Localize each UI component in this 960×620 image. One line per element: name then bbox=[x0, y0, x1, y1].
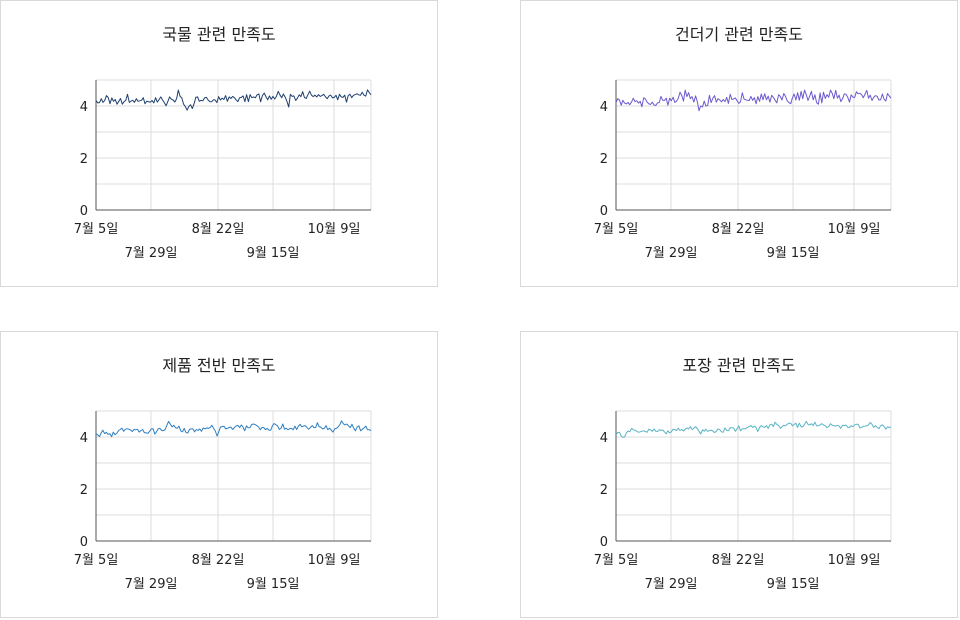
x-tick-label: 8월 22일 bbox=[712, 222, 765, 237]
y-tick-label: 2 bbox=[600, 152, 608, 167]
y-tick-label: 0 bbox=[80, 204, 88, 219]
x-tick-label: 8월 22일 bbox=[192, 553, 245, 568]
y-tick-label: 0 bbox=[600, 204, 608, 219]
x-tick-label: 8월 22일 bbox=[712, 553, 765, 568]
chart-panel-ingredients: 건더기 관련 만족도 0 2 4 7월 5일 7월 29일 8월 22일 9월 15일 10월… bbox=[520, 0, 958, 287]
x-tick-label: 7월 5일 bbox=[594, 553, 639, 568]
chart-title: 건더기 관련 만족도 bbox=[675, 25, 803, 44]
series-line bbox=[615, 89, 892, 112]
x-tick-label: 7월 5일 bbox=[594, 222, 639, 237]
y-tick-label: 2 bbox=[80, 152, 88, 167]
x-tick-label: 9월 15일 bbox=[247, 577, 300, 592]
x-tick-label: 9월 15일 bbox=[767, 246, 820, 261]
y-tick-label: 4 bbox=[80, 100, 88, 115]
x-tick-label: 7월 5일 bbox=[74, 222, 119, 237]
chart-title: 포장 관련 만족도 bbox=[682, 356, 796, 375]
x-tick-label: 10월 9일 bbox=[828, 222, 881, 237]
x-tick-label: 7월 29일 bbox=[125, 246, 178, 261]
series-line bbox=[615, 420, 892, 438]
chart-title: 제품 전반 만족도 bbox=[162, 356, 276, 375]
chart-panel-overall: 제품 전반 만족도 0 2 4 7월 5일 7월 29일 8월 22일 9월 15일 10월 … bbox=[0, 331, 438, 618]
y-tick-label: 4 bbox=[600, 100, 608, 115]
x-tick-label: 7월 5일 bbox=[74, 553, 119, 568]
y-tick-label: 4 bbox=[80, 431, 88, 446]
x-tick-label: 9월 15일 bbox=[247, 246, 300, 261]
series-line bbox=[95, 89, 372, 111]
x-tick-label: 7월 29일 bbox=[125, 577, 178, 592]
x-tick-label: 9월 15일 bbox=[767, 577, 820, 592]
chart-title: 국물 관련 만족도 bbox=[162, 25, 276, 44]
y-tick-label: 2 bbox=[600, 483, 608, 498]
x-tick-label: 10월 9일 bbox=[828, 553, 881, 568]
x-tick-label: 7월 29일 bbox=[645, 577, 698, 592]
x-tick-label: 8월 22일 bbox=[192, 222, 245, 237]
chart-panel-packaging: 포장 관련 만족도 0 2 4 7월 5일 7월 29일 8월 22일 9월 15일 10월 … bbox=[520, 331, 958, 618]
y-tick-label: 2 bbox=[80, 483, 88, 498]
series-line bbox=[95, 420, 372, 438]
y-tick-label: 4 bbox=[600, 431, 608, 446]
x-tick-label: 7월 29일 bbox=[645, 246, 698, 261]
x-tick-label: 10월 9일 bbox=[308, 222, 361, 237]
x-tick-label: 10월 9일 bbox=[308, 553, 361, 568]
y-tick-label: 0 bbox=[600, 535, 608, 550]
y-tick-label: 0 bbox=[80, 535, 88, 550]
chart-panel-broth: 국물 관련 만족도 0 2 4 7월 5일 7월 29일 8월 22일 9월 15일 10월 … bbox=[0, 0, 438, 287]
